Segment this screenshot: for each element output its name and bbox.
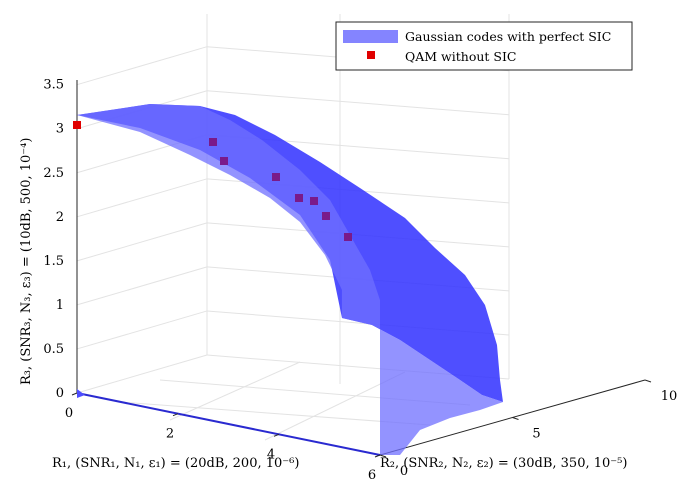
surface-corner [77,389,85,398]
surface-edge [76,392,381,456]
z-gridline [76,46,208,86]
y-tick-label: 0 [400,464,408,479]
z-tick-label: 3.5 [43,78,64,93]
x-axis-label: R₁, (SNR₁, N₁, ε₁) = (20dB, 200, 10⁻⁶) [52,456,299,471]
x-tick-label: 6 [368,468,376,483]
x-tick-mark [374,454,381,458]
qam-marker [322,212,330,220]
z-gridline [76,178,208,218]
legend-marker-label: QAM without SIC [405,49,516,64]
z-gridline [76,266,208,306]
z-ticks: 0 0.5 1 1.5 2 2.5 3 3.5 [43,78,64,401]
z-tick-label: 1 [56,298,64,313]
y-tick-label: 10 [661,389,678,404]
z-tick-label: 0.5 [43,342,64,357]
qam-marker [310,197,318,205]
y-axis-label: R₂, (SNR₂, N₂, ε₂) = (30dB, 350, 10⁻⁵) [380,456,627,471]
y-tick-label: 5 [532,427,540,442]
z-tick-label: 0 [56,386,64,401]
y-tick-mark [644,379,652,383]
z-tick-label: 2 [56,210,64,225]
legend-marker-swatch [367,51,375,59]
z-gridline [76,310,208,350]
x-ticks: 0 2 4 6 [65,392,381,483]
x-tick-mark [172,413,179,417]
x-tick-mark [71,392,78,396]
surface-back-wall [77,104,503,402]
qam-marker [272,173,280,181]
legend-surface-label: Gaussian codes with perfect SIC [405,29,611,44]
qam-marker [73,121,81,129]
qam-marker [209,138,217,146]
z-gridline [206,90,510,116]
x-tick-label: 0 [65,406,73,421]
qam-marker [344,233,352,241]
y-tick-mark [379,454,387,458]
z-tick-label: 1.5 [43,254,64,269]
z-gridline [76,222,208,262]
z-tick-label: 3 [56,122,64,137]
z-tick-label: 2.5 [43,166,64,181]
z-axis-label: R₃, (SNR₃, N₃, ε₃) = (10dB, 500, 10⁻⁴) [19,138,34,385]
qam-markers [73,121,352,241]
gaussian-surface [76,104,503,456]
x-tick-mark [273,433,280,437]
qam-marker [220,157,228,165]
legend: Gaussian codes with perfect SIC QAM with… [335,21,633,71]
x-tick-label: 2 [166,427,174,442]
x-tick-label: 4 [267,447,275,462]
y-ticks: 0 5 10 [379,379,678,479]
surface-front-sheet [77,104,503,455]
legend-surface-swatch [343,30,398,43]
y-tick-mark [512,417,519,420]
qam-marker [295,194,303,202]
